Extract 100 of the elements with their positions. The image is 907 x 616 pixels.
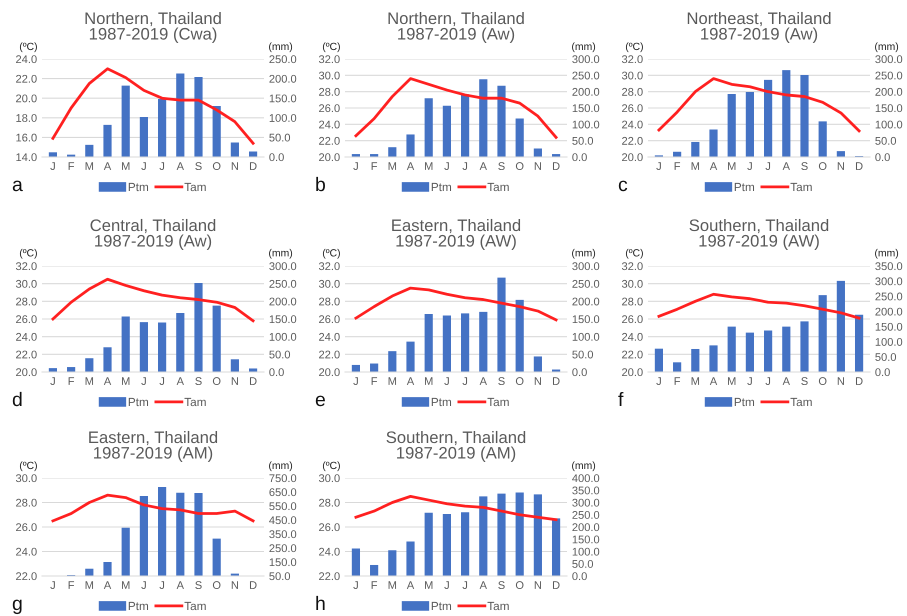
y2-tick-label: 250.0 [572,72,600,80]
x-tick-label: O [516,377,524,386]
x-tick-label: J [656,377,661,386]
x-tick-label: M [424,581,432,589]
y-tick-label: 28.0 [622,298,643,306]
y-tick-label: 28.0 [16,498,37,507]
y-tick-label: 32.0 [622,55,643,64]
x-tick-label: A [406,377,414,385]
x-tick-label: S [498,377,505,386]
x-tick-label: M [728,377,736,385]
y2-tick-label: 50.0 [875,353,896,361]
x-tick-label: M [86,162,94,170]
text: f [618,392,624,406]
y-tick-label: 30.0 [16,474,37,482]
chart-title: Eastern, Thailand 1987-2019 (AW) [392,218,520,250]
legend-label: Tam [184,182,206,192]
x-tick-label: N [838,162,844,170]
x-tick-label: J [353,162,358,170]
y-tick-label: 24.0 [16,548,37,556]
y2-axis-title: (mm) [269,461,292,472]
y2-tick-label: 200.0 [875,308,902,316]
x-tick-label: J [159,162,164,170]
x-tick-label: S [498,581,505,590]
x-tick-label: A [104,581,112,589]
y2-tick-label: 50.0 [572,136,594,145]
y2-tick-label: 550.0 [269,502,296,510]
y2-tick-label: 150.0 [270,315,296,324]
x-tick-label: F [674,162,680,170]
y-tick-label: 32.0 [318,55,340,64]
x-tick-label: J [50,581,55,590]
x-tick-label: J [159,377,164,386]
legend-label: Ptm [432,602,452,610]
y2-tick-label: 250.0 [875,72,902,80]
x-tick-label: A [406,581,414,589]
y2-tick-label: 350.0 [572,486,600,494]
y2-tick-label: 0.0 [572,368,587,376]
legend-label: Tam [184,602,206,610]
y-tick-label: 22.0 [16,74,37,83]
y-tick-label: 30.0 [318,474,340,482]
y2-tick-label: 0.0 [572,572,587,580]
x-tick-label: J [50,162,55,170]
x-tick-label: M [122,377,130,385]
x-tick-label: O [516,581,524,590]
chart-title: Southern, Thailand 1987-2019 (AM) [386,430,526,462]
y2-tick-label: 300.0 [269,262,296,270]
y2-tick-label: 300.0 [572,498,600,507]
x-tick-label: J [444,162,449,170]
x-tick-label: M [728,162,736,170]
y2-tick-label: 200.0 [269,298,296,306]
y2-tick-label: 250.0 [269,280,296,288]
x-tick-label: J [353,377,358,386]
legend-label: Ptm [128,182,148,192]
y2-tick-label: 100.0 [572,548,600,556]
y-tick-label: 28.0 [16,298,37,306]
x-tick-label: N [232,162,238,170]
y2-tick-label: 100.0 [876,120,902,128]
y2-axis-title: (mm) [875,248,898,259]
y2-tick-label: 300.0 [572,55,600,64]
y2-tick-label: 400.0 [572,474,600,482]
y2-tick-label: 200.0 [572,88,600,96]
x-tick-label: F [372,377,378,385]
text: g [12,600,22,614]
y-axis-title: (ºC) [626,42,643,52]
y2-tick-label: 150.0 [572,104,600,112]
x-tick-label: M [86,377,94,385]
y2-tick-label: 100.0 [572,332,600,341]
x-tick-label: D [856,162,863,170]
x-tick-label: S [801,377,808,386]
x-tick-label: S [801,162,808,170]
y2-axis-title: (mm) [572,42,596,52]
y-tick-label: 30.0 [622,280,643,288]
x-tick-label: A [480,581,487,589]
x-tick-label: J [747,377,752,386]
legend-label: Tam [487,398,509,406]
text: a [12,180,23,192]
x-tick-label: O [818,162,826,170]
y-tick-label: 26.0 [16,315,37,324]
x-tick-label: M [388,162,396,170]
y-tick-label: 28.0 [319,298,340,306]
legend-label: Tam [790,398,812,406]
y2-tick-label: 0.0 [875,368,890,376]
x-tick-label: J [141,162,146,170]
legend-label: Ptm [128,602,148,610]
legend-label: Tam [487,602,509,610]
y2-tick-label: 100.0 [876,338,902,346]
y-tick-label: 24.0 [16,332,37,341]
y-axis-title: (ºC) [322,42,340,52]
y2-tick-label: 100.0 [572,120,600,128]
text: b [316,176,325,192]
x-tick-label: F [68,162,74,170]
y-tick-label: 30.0 [318,280,340,288]
y-tick-label: 20.0 [319,153,340,162]
y2-tick-label: 200.0 [875,88,902,96]
x-tick-label: N [232,581,238,589]
x-tick-label: S [195,377,202,386]
x-tick-label: N [534,581,541,589]
x-tick-label: A [104,377,112,385]
x-tick-label: A [782,377,790,385]
x-tick-label: F [372,581,378,589]
legend-label: Ptm [734,182,754,192]
